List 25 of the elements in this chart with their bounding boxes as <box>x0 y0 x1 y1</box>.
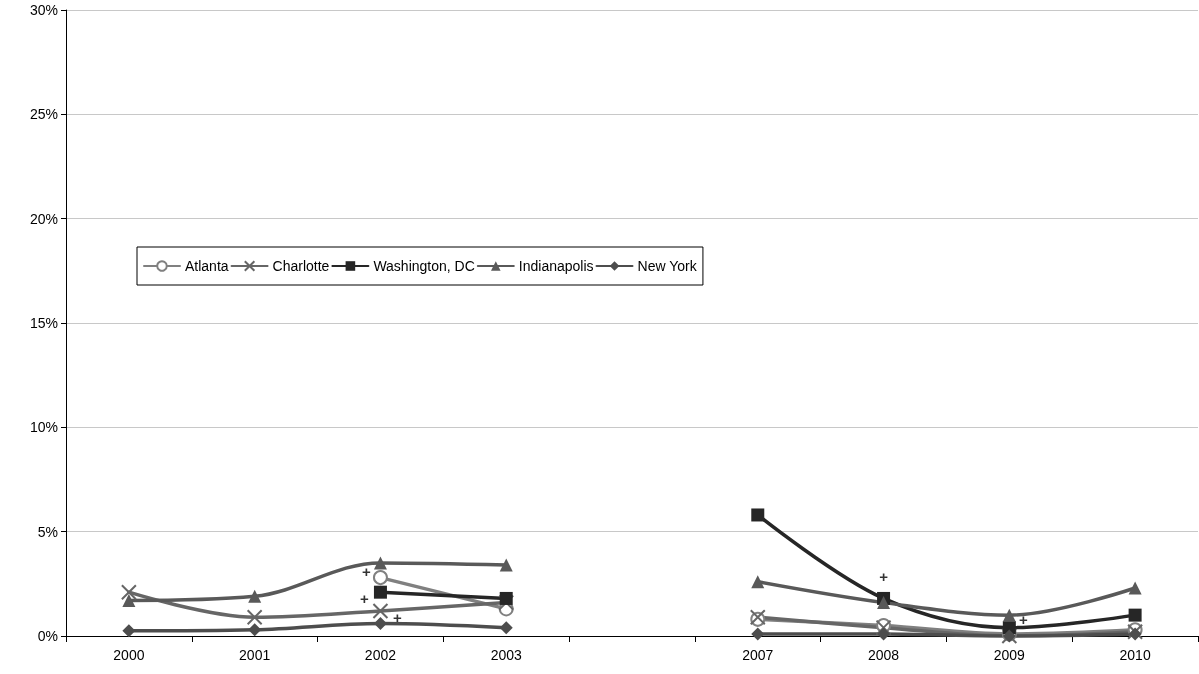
y-tick-label: 0% <box>37 628 58 644</box>
x-tick-label: 2001 <box>239 647 271 663</box>
legend-label: Charlotte <box>272 258 330 274</box>
legend-label: New York <box>637 258 698 274</box>
x-tick-label: 2000 <box>113 647 145 663</box>
annotation: + <box>362 563 372 581</box>
y-tick-label: 20% <box>29 210 58 227</box>
annotation: + <box>360 590 370 608</box>
annotation: + <box>879 567 889 585</box>
annotation: + <box>393 608 403 626</box>
annotation: + <box>1018 611 1028 629</box>
y-tick-label: 30% <box>29 2 58 18</box>
x-tick-label: 2007 <box>742 647 774 663</box>
legend-label: Atlanta <box>185 258 229 274</box>
y-tick-label: 25% <box>29 106 58 123</box>
y-tick-label: 10% <box>29 419 58 436</box>
x-tick-label: 2002 <box>364 647 397 663</box>
legend-label: Indianapolis <box>518 258 594 274</box>
x-tick-label: 2010 <box>1119 647 1151 663</box>
x-tick-label: 2008 <box>867 647 900 663</box>
x-tick-label: 2009 <box>993 647 1026 663</box>
x-tick-label: 2003 <box>490 647 522 663</box>
y-tick-label: 5% <box>37 523 58 540</box>
legend-label: Washington, DC <box>373 258 475 274</box>
y-tick-label: 15% <box>29 315 58 331</box>
